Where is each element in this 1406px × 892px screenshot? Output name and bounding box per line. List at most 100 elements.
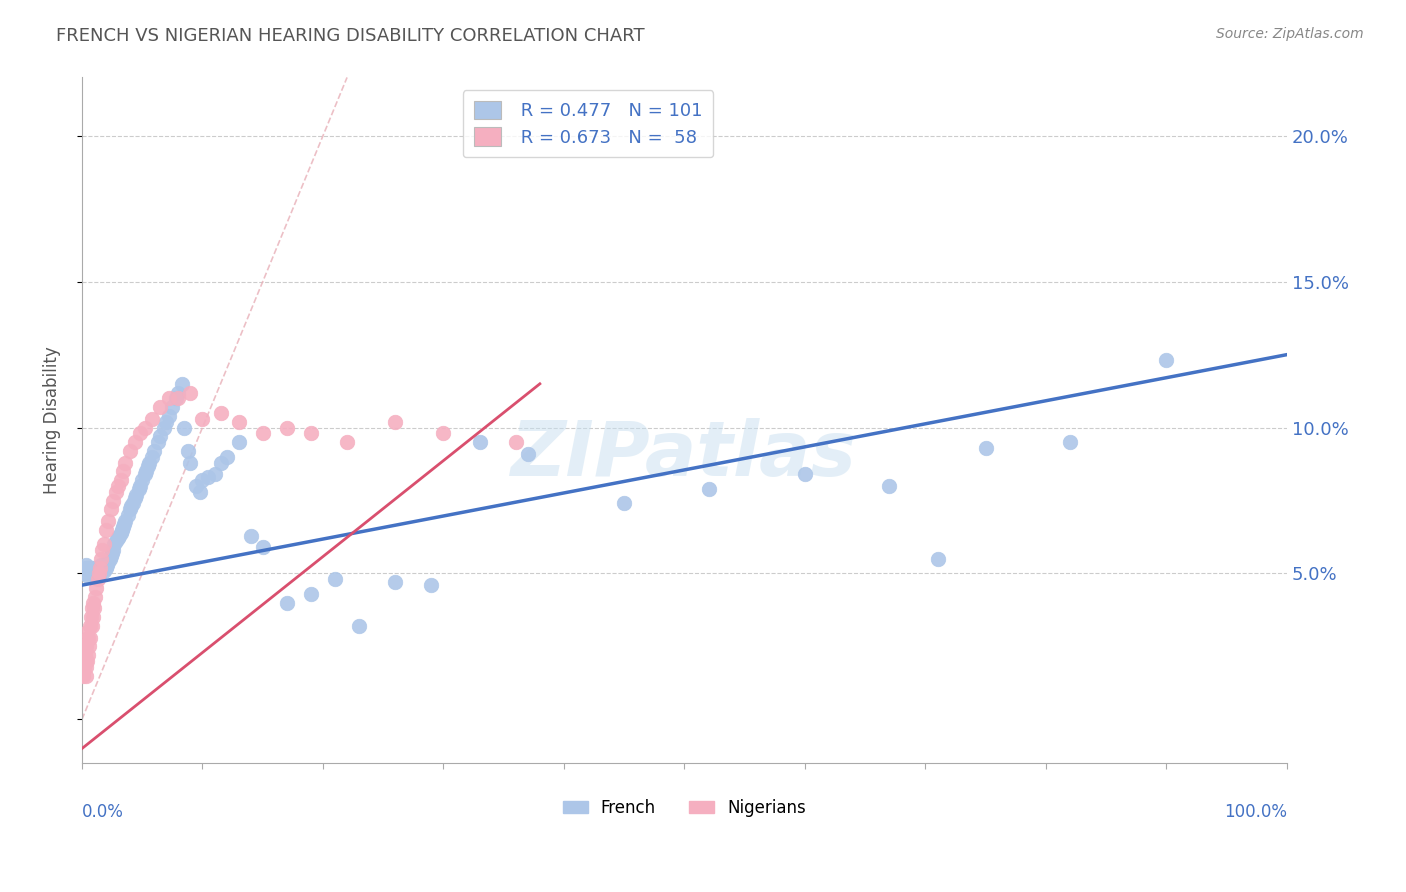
Text: 0.0%: 0.0% [82,804,124,822]
Point [103,543,125,558]
Point [215,450,238,464]
Point [432,426,454,441]
Point [131,473,153,487]
Point [100,549,122,563]
Point [73,640,96,654]
Point [167,392,190,406]
Point [134,420,156,434]
Point [1156,353,1178,368]
Point [252,426,274,441]
Point [82,601,104,615]
Point [90,552,112,566]
Point [157,392,180,406]
Point [104,534,127,549]
Point [125,488,148,502]
Point [252,540,274,554]
Point [90,564,112,578]
Point [209,406,232,420]
Point [336,435,359,450]
Point [239,528,262,542]
Point [89,560,111,574]
Point [80,564,103,578]
Point [120,502,142,516]
Point [86,581,108,595]
Point [75,558,97,572]
Point [134,467,156,482]
Point [114,456,136,470]
Point [323,572,346,586]
Point [110,525,132,540]
Point [73,660,96,674]
Point [276,420,298,434]
Point [974,441,997,455]
Point [697,482,720,496]
Point [120,500,142,514]
Point [77,564,100,578]
Point [149,400,172,414]
Point [128,479,150,493]
Point [927,552,949,566]
Point [157,409,180,423]
Point [76,624,98,639]
Point [155,415,177,429]
Point [83,560,105,574]
Point [162,400,184,414]
Point [73,564,96,578]
Point [94,560,117,574]
Point [141,412,163,426]
Point [384,415,406,429]
Point [117,508,139,522]
Point [191,412,214,426]
Point [80,610,103,624]
Point [299,426,322,441]
Point [103,537,125,551]
Point [299,587,322,601]
Point [141,450,163,464]
Point [110,473,132,487]
Point [91,543,114,558]
Point [94,558,117,572]
Point [146,435,169,450]
Point [82,610,104,624]
Point [179,385,201,400]
Point [86,572,108,586]
Point [114,514,136,528]
Point [91,560,114,574]
Point [173,420,195,434]
Point [170,376,193,391]
Point [188,484,211,499]
Point [384,575,406,590]
Point [516,447,538,461]
Point [77,560,100,574]
Point [77,566,100,581]
Text: FRENCH VS NIGERIAN HEARING DISABILITY CORRELATION CHART: FRENCH VS NIGERIAN HEARING DISABILITY CO… [56,27,645,45]
Point [143,444,166,458]
Point [75,640,97,654]
Legend: French, Nigerians: French, Nigerians [555,792,813,823]
Point [228,435,250,450]
Point [83,566,105,581]
Point [204,467,226,482]
Point [138,456,160,470]
Text: 100.0%: 100.0% [1225,804,1286,822]
Text: Source: ZipAtlas.com: Source: ZipAtlas.com [1216,27,1364,41]
Point [93,560,115,574]
Point [613,496,636,510]
Point [100,502,122,516]
Point [97,514,120,528]
Point [77,631,100,645]
Point [87,566,110,581]
Point [86,566,108,581]
Point [77,569,100,583]
Point [79,631,101,645]
Point [347,619,370,633]
Point [111,523,134,537]
Point [83,601,105,615]
Y-axis label: Hearing Disability: Hearing Disability [44,346,60,494]
Text: ZIPatlas: ZIPatlas [512,417,858,491]
Point [89,560,111,574]
Point [107,479,129,493]
Point [505,435,527,450]
Point [89,564,111,578]
Point [93,564,115,578]
